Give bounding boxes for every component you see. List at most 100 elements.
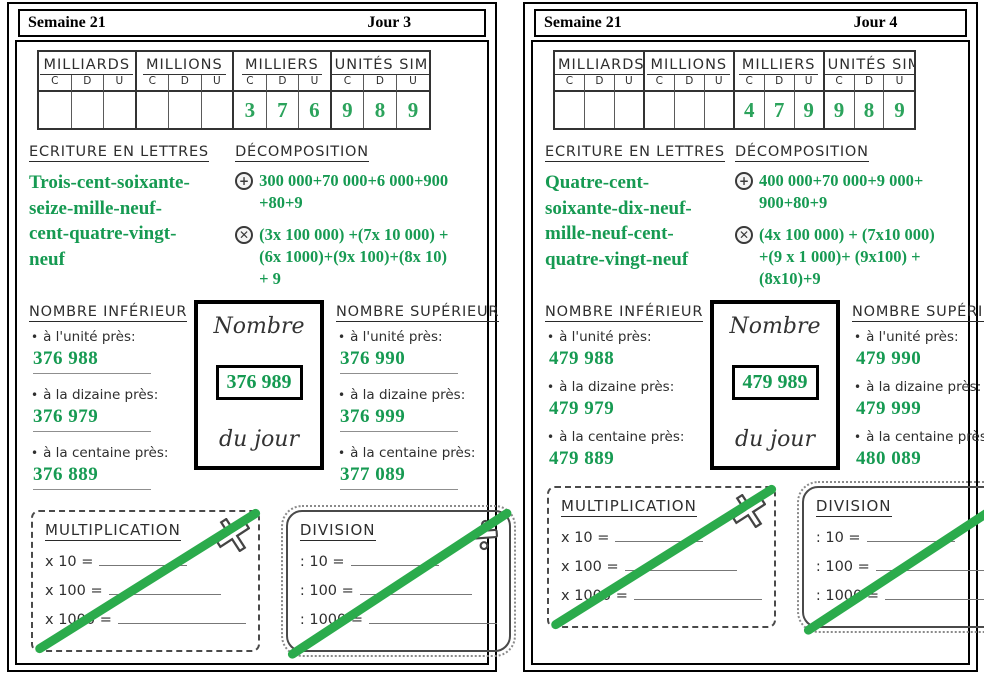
digit-cell: 9 — [795, 92, 825, 128]
day-label: Jour 4 — [853, 14, 898, 31]
group-name: UNITÉS SIMPLES — [824, 52, 915, 75]
digit-cell: 9 — [332, 92, 365, 128]
column-letter: U — [299, 75, 332, 92]
rounding-value: 479 988 — [549, 347, 615, 369]
division-box: DIVISION : 10 = : 100 = : 1000 = — [280, 504, 517, 659]
panel-header: Semaine 21 Jour 4 — [534, 9, 967, 37]
column-letter: C — [234, 75, 267, 92]
column-letter: U — [614, 75, 645, 92]
digit-cell — [705, 92, 735, 128]
division-row: : 1000 = — [300, 612, 498, 628]
rounding-value: 377 089 — [340, 464, 458, 490]
column-letter: D — [854, 75, 885, 92]
digit-cell: 7 — [765, 92, 795, 128]
digit-cell: 8 — [364, 92, 397, 128]
division-row: : 10 = — [816, 530, 984, 546]
digit-cell — [202, 92, 235, 128]
digit-cell — [137, 92, 170, 128]
digit-cell — [72, 92, 105, 128]
column-letter: U — [884, 75, 915, 92]
worksheet-panel-day3: Semaine 21 Jour 3 MILLIARDS MILLIONS MIL… — [7, 2, 517, 672]
place-value-table: MILLIARDS MILLIONS MILLIERS UNITÉS SIMPL… — [553, 50, 917, 130]
times-circle-icon: ✕ — [734, 225, 753, 244]
digit-cell: 7 — [267, 92, 300, 128]
answer-line — [615, 530, 704, 542]
panel-content: MILLIARDS MILLIONS MILLIERS UNITÉS SIMPL… — [15, 40, 517, 665]
column-letter: U — [104, 75, 137, 92]
multiplication-box: MULTIPLICATION x 10 = x 100 = x 1000 = — [31, 508, 261, 653]
answer-line — [108, 583, 221, 595]
group-name: MILLIONS — [645, 52, 735, 75]
column-letter: D — [169, 75, 202, 92]
division-row: : 100 = — [300, 583, 497, 599]
division-row: : 1000 = — [816, 588, 984, 604]
number-of-day-value: 376 989 — [215, 365, 303, 401]
division-title: DIVISION — [299, 520, 376, 541]
rounding-value: 376 990 — [340, 348, 458, 374]
rounding-label: à la dizaine près: — [29, 387, 192, 403]
answer-line — [866, 530, 955, 542]
answer-line — [369, 612, 498, 624]
digit-cell: 9 — [825, 92, 855, 128]
number-of-day-value: 479 989 — [731, 365, 819, 401]
division-row: : 10 = — [300, 554, 497, 570]
column-letter: D — [71, 75, 105, 92]
answer-line — [624, 559, 737, 571]
nombre-superieur-title: NOMBRE SUPÉRIEUR — [336, 303, 500, 322]
ecriture-section: ECRITURE EN LETTRES Trois-cent-soixante-… — [29, 141, 235, 290]
panel-header: Semaine 21 Jour 3 — [18, 9, 486, 37]
digit-cell — [555, 92, 585, 128]
multiplication-row: x 1000 = — [561, 588, 762, 604]
rounding-label: à l'unité près: — [29, 329, 192, 345]
multiplication-row: x 1000 = — [45, 612, 246, 628]
rounding-value: 376 988 — [33, 348, 151, 374]
digit-cell: 8 — [855, 92, 885, 128]
rounding-label: à la dizaine près: — [852, 379, 984, 395]
digit-cell — [615, 92, 645, 128]
column-letter: D — [764, 75, 795, 92]
number-of-day-box: Nombre 479 989 du jour — [710, 299, 840, 470]
nombre-inferieur-section: NOMBRE INFÉRIEUR à l'unité près: 376 988… — [29, 298, 192, 496]
rounding-label: à l'unité près: — [336, 329, 499, 345]
rounding-label: à la dizaine près: — [336, 387, 499, 403]
column-letter: D — [364, 75, 397, 92]
answer-line — [875, 559, 984, 571]
rounding-label: à la centaine près: — [29, 445, 192, 461]
group-name: MILLIONS — [137, 52, 235, 75]
answer-line — [359, 583, 472, 595]
ecriture-text: Trois-cent-soixante- seize-mille-neuf- c… — [29, 172, 190, 270]
column-letter: U — [704, 75, 735, 92]
group-name: UNITÉS SIMPLES — [331, 52, 430, 75]
group-name: MILLIERS — [234, 52, 332, 75]
rounding-label: à la centaine près: — [852, 429, 984, 445]
digit-cell: 3 — [234, 92, 267, 128]
nombre-superieur-title: NOMBRE SUPÉRIEUR — [852, 304, 984, 322]
digit-cell — [104, 92, 137, 128]
multiply-icon — [215, 517, 250, 552]
column-letter: C — [39, 75, 72, 92]
plus-circle-icon: + — [235, 172, 254, 190]
answer-line — [633, 588, 762, 600]
multiplication-row: x 10 = — [561, 530, 762, 546]
ecriture-title: ECRITURE EN LETTRES — [29, 144, 209, 162]
division-box: DIVISION : 10 = : 100 = : 1000 = — [796, 480, 984, 635]
nombre-inferieur-section: NOMBRE INFÉRIEUR à l'unité près: 479 988… — [545, 298, 708, 472]
digit-cell: 6 — [299, 92, 332, 128]
digit-cell — [645, 92, 675, 128]
week-label: Semaine 21 — [544, 14, 622, 31]
digit-cell — [675, 92, 705, 128]
rounding-value: 376 979 — [33, 406, 151, 432]
group-name: MILLIARDS — [39, 52, 137, 75]
decomposition-section: DÉCOMPOSITION + 400 000+70 000+9 000+ 90… — [734, 141, 958, 290]
digit-cell: 9 — [407, 97, 419, 122]
rounding-value: 479 999 — [856, 397, 922, 419]
column-letter: C — [734, 75, 765, 92]
place-value-table: MILLIARDS MILLIONS MILLIERS UNITÉS SIMPL… — [37, 50, 432, 130]
panel-content: MILLIARDS MILLIONS MILLIERS UNITÉS SIMPL… — [531, 40, 984, 665]
column-letter: D — [674, 75, 705, 92]
rounding-label: à l'unité près: — [852, 329, 984, 345]
group-name: MILLIARDS — [555, 52, 645, 75]
answer-line — [117, 612, 246, 624]
rounding-value: 479 990 — [856, 347, 922, 369]
number-of-day-bottom-label: du jour — [735, 426, 815, 452]
